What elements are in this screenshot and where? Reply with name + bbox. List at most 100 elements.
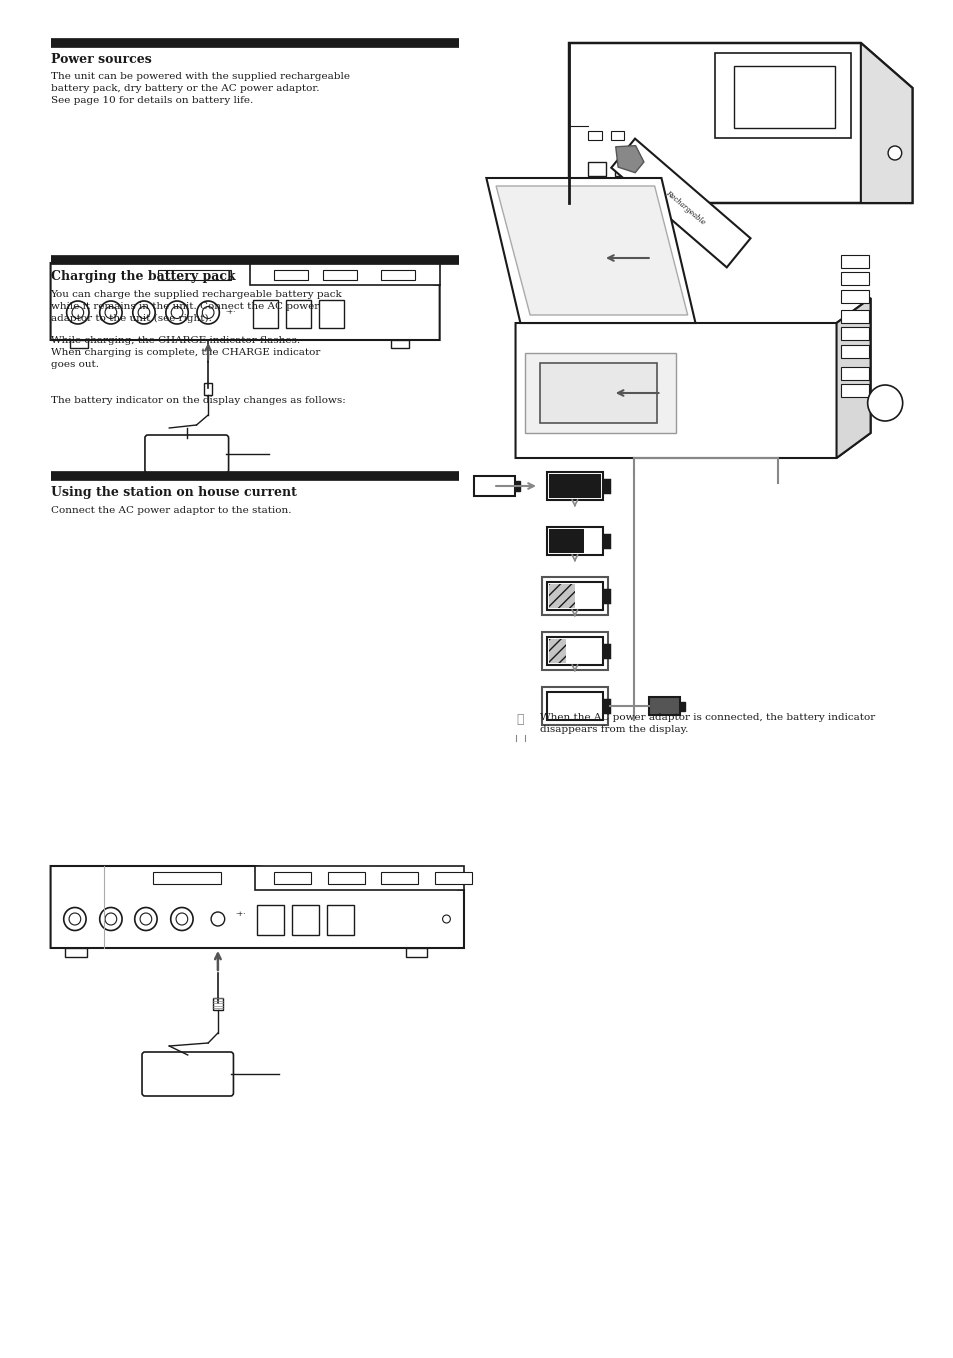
- Bar: [602, 589, 609, 603]
- Circle shape: [71, 307, 84, 319]
- Circle shape: [100, 907, 122, 930]
- Polygon shape: [734, 67, 834, 128]
- Bar: [648, 697, 679, 716]
- Bar: [546, 637, 602, 665]
- Polygon shape: [486, 178, 695, 323]
- Text: The unit can be powered with the supplied rechargeable: The unit can be powered with the supplie…: [51, 72, 349, 81]
- Bar: [841, 327, 868, 340]
- Polygon shape: [611, 139, 750, 268]
- Bar: [841, 367, 868, 380]
- Bar: [841, 291, 868, 303]
- Bar: [152, 872, 220, 884]
- Text: ·+·: ·+·: [225, 310, 235, 315]
- Bar: [274, 872, 311, 884]
- Bar: [548, 584, 575, 608]
- Circle shape: [211, 913, 225, 926]
- Polygon shape: [51, 866, 463, 948]
- Circle shape: [100, 301, 122, 325]
- Bar: [256, 904, 284, 936]
- Bar: [323, 270, 356, 280]
- Polygon shape: [250, 263, 439, 285]
- Bar: [588, 130, 601, 140]
- Bar: [253, 300, 278, 329]
- Bar: [541, 631, 607, 669]
- Bar: [514, 481, 519, 492]
- Bar: [548, 640, 565, 663]
- Bar: [541, 687, 607, 725]
- Circle shape: [132, 301, 155, 325]
- Polygon shape: [714, 53, 850, 139]
- Text: ✧: ✧: [517, 713, 523, 727]
- Circle shape: [202, 307, 213, 319]
- Bar: [841, 384, 868, 397]
- Bar: [328, 872, 364, 884]
- Polygon shape: [860, 43, 911, 202]
- Circle shape: [67, 301, 89, 325]
- Circle shape: [166, 301, 188, 325]
- FancyBboxPatch shape: [145, 435, 229, 473]
- Circle shape: [176, 913, 188, 925]
- Bar: [548, 530, 583, 553]
- Bar: [841, 255, 868, 268]
- Bar: [286, 300, 311, 329]
- Bar: [546, 693, 602, 720]
- Bar: [841, 345, 868, 359]
- Text: goes out.: goes out.: [51, 360, 98, 369]
- Text: When the AC power adaptor is connected, the battery indicator: When the AC power adaptor is connected, …: [539, 713, 874, 722]
- Circle shape: [171, 307, 183, 319]
- Bar: [548, 640, 565, 663]
- Circle shape: [171, 907, 193, 930]
- FancyBboxPatch shape: [142, 1052, 233, 1096]
- Polygon shape: [615, 145, 643, 172]
- Text: battery pack, dry battery or the AC power adaptor.: battery pack, dry battery or the AC powe…: [51, 84, 318, 92]
- Polygon shape: [539, 363, 656, 422]
- Bar: [381, 270, 415, 280]
- Bar: [525, 353, 676, 433]
- Text: ·+·: ·+·: [234, 911, 245, 917]
- Text: While charging, the CHARGE indicator flashes.: While charging, the CHARGE indicator fla…: [51, 335, 299, 345]
- Circle shape: [105, 307, 116, 319]
- Text: The battery indicator on the display changes as follows:: The battery indicator on the display cha…: [51, 397, 345, 405]
- Bar: [204, 383, 212, 395]
- Bar: [602, 699, 609, 713]
- Circle shape: [196, 301, 219, 325]
- Bar: [546, 527, 602, 555]
- Bar: [841, 272, 868, 285]
- Polygon shape: [254, 866, 463, 889]
- Bar: [435, 872, 472, 884]
- Bar: [602, 479, 609, 493]
- Text: Power sources: Power sources: [51, 53, 152, 67]
- Bar: [602, 644, 609, 659]
- Circle shape: [140, 913, 152, 925]
- Text: Rechargeable: Rechargeable: [664, 189, 706, 227]
- Text: Using the station on house current: Using the station on house current: [51, 486, 296, 498]
- Bar: [610, 130, 624, 140]
- Bar: [292, 904, 318, 936]
- Text: Charging the battery pack: Charging the battery pack: [51, 270, 235, 282]
- Text: adaptor to the unit (see right).: adaptor to the unit (see right).: [51, 314, 212, 323]
- Bar: [614, 162, 630, 177]
- Bar: [391, 340, 408, 348]
- Bar: [541, 577, 607, 615]
- Bar: [318, 300, 344, 329]
- Bar: [474, 477, 514, 496]
- Circle shape: [134, 907, 157, 930]
- Bar: [381, 872, 417, 884]
- Bar: [588, 162, 605, 177]
- Text: You can charge the supplied rechargeable battery pack: You can charge the supplied rechargeable…: [51, 291, 342, 299]
- Circle shape: [64, 907, 86, 930]
- Bar: [327, 904, 354, 936]
- Circle shape: [442, 915, 450, 923]
- Text: Connect the AC power adaptor to the station.: Connect the AC power adaptor to the stat…: [51, 507, 291, 515]
- Bar: [548, 584, 575, 608]
- Text: while it remains in the unit. Connect the AC power: while it remains in the unit. Connect th…: [51, 301, 318, 311]
- Bar: [157, 270, 231, 280]
- Circle shape: [69, 913, 81, 925]
- Circle shape: [105, 913, 116, 925]
- Bar: [679, 702, 684, 710]
- Bar: [546, 473, 602, 500]
- Circle shape: [887, 147, 901, 160]
- Polygon shape: [51, 263, 439, 340]
- Polygon shape: [496, 186, 687, 315]
- Bar: [274, 270, 308, 280]
